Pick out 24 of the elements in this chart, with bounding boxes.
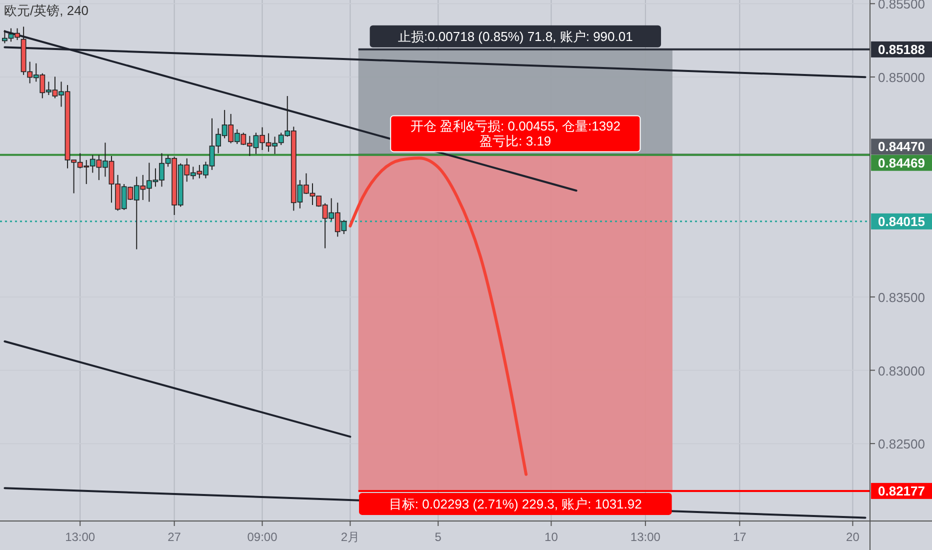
y-tick-label: 0.85500 — [878, 0, 925, 12]
annotation: 开仓 盈利&亏损: 0.00455, 仓量:1392 盈亏比: 3.19 — [410, 118, 621, 149]
ref-line-label: 0.85188 — [878, 42, 925, 57]
y-tick-label: 0.85000 — [878, 70, 925, 85]
ref-line-label: 0.84015 — [878, 214, 925, 229]
band-label: 目标: 0.02293 (2.71%) 229.3, 账户: 1031.92 — [388, 496, 642, 512]
x-tick-label: 2月 — [340, 530, 360, 544]
x-tick-label: 20 — [846, 530, 860, 544]
x-tick-label: 27 — [168, 530, 182, 544]
y-tick-label: 0.82500 — [878, 436, 925, 452]
x-tick-label: 13:00 — [630, 530, 661, 544]
x-tick-label: 13:00 — [65, 530, 96, 544]
ref-line-label: 0.82177 — [878, 483, 925, 498]
ref-line-label: 0.84470 — [878, 139, 925, 154]
band-label: 止损:0.00718 (0.85%) 71.8, 账户: 990.01 — [398, 28, 633, 44]
x-tick-label: 17 — [732, 530, 747, 544]
x-tick-label: 09:00 — [247, 530, 278, 544]
x-tick-label: 5 — [434, 530, 442, 544]
x-tick-label: 10 — [544, 530, 558, 544]
chart-title: 欧元/英镑, 240 — [4, 3, 89, 18]
y-tick-label: 0.83000 — [878, 363, 925, 378]
ref-line-label: 0.84469 — [878, 155, 925, 170]
line-series — [348, 156, 528, 476]
y-tick-label: 0.83500 — [878, 290, 925, 305]
